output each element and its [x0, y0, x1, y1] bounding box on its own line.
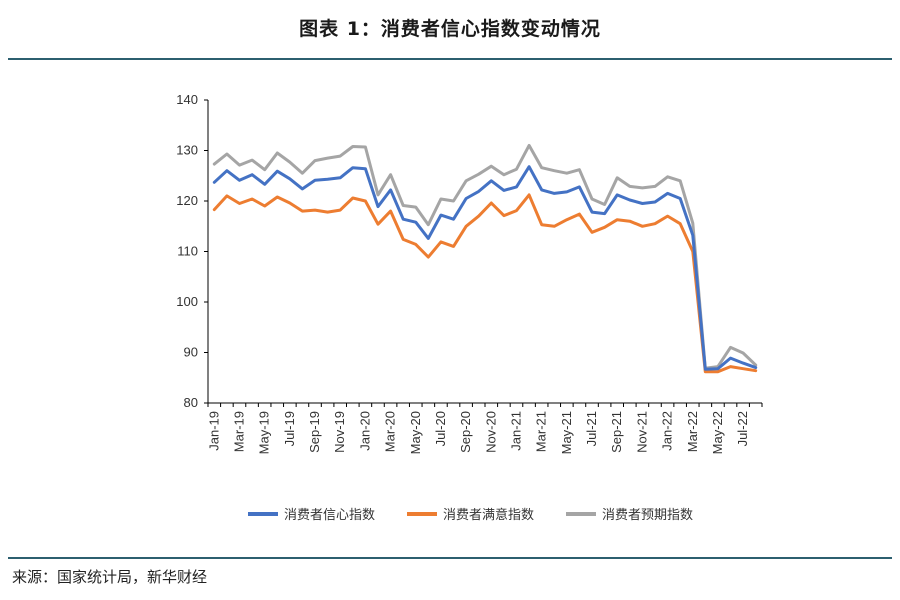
x-tick-label: Jan-19 — [206, 411, 221, 451]
legend-label-1: 消费者信心指数 — [284, 508, 375, 523]
x-tick-label: Sep-20 — [458, 411, 473, 453]
chart-axes — [207, 100, 762, 404]
x-tick-label: Jan-21 — [508, 411, 523, 451]
series-line-2 — [212, 193, 758, 374]
x-tick-label: Jul-22 — [735, 411, 750, 446]
y-tick-label: 140 — [176, 92, 198, 107]
x-tick-label: Jul-21 — [584, 411, 599, 446]
y-tick-label: 110 — [177, 244, 198, 259]
y-tick-label: 130 — [176, 143, 198, 158]
y-tick-label: 90 — [184, 345, 198, 360]
chart-ticks: 80 90 100 110 120 130 140 Jan-19 Mar-19 May-19 Jul… — [176, 92, 763, 454]
series-line-1 — [212, 165, 758, 371]
x-tick-label: Mar-19 — [231, 411, 246, 452]
x-tick-label: May-19 — [257, 411, 272, 454]
x-tick-label: Nov-21 — [634, 411, 649, 453]
x-tick-label: May-22 — [710, 411, 725, 454]
x-tick-label: Jan-20 — [357, 411, 372, 451]
x-tick-label: Mar-20 — [383, 411, 398, 452]
y-tick-label: 80 — [184, 395, 198, 410]
x-tick-label: Nov-19 — [332, 411, 347, 453]
x-tick-label: Sep-19 — [307, 411, 322, 453]
y-tick-label: 120 — [176, 193, 198, 208]
line-chart: 80 90 100 110 120 130 140 Jan-19 Mar-19 May-19 Jul… — [176, 92, 763, 523]
x-tick-label: Jul-19 — [282, 411, 297, 446]
x-tick-label: Jan-22 — [660, 411, 675, 451]
x-tick-label: May-20 — [408, 411, 423, 454]
chart-series — [212, 143, 758, 374]
x-tick-label: Mar-22 — [685, 411, 700, 452]
x-tick-label: Sep-21 — [609, 411, 624, 453]
y-tick-label: 100 — [176, 294, 198, 309]
legend-label-3: 消费者预期指数 — [602, 508, 693, 523]
source-note: 来源：国家统计局，新华财经 — [12, 568, 208, 586]
x-tick-label: Mar-21 — [534, 411, 549, 452]
x-tick-label: Nov-20 — [483, 411, 498, 453]
chart-legend: 消费者信心指数 消费者满意指数 消费者预期指数 — [248, 507, 693, 523]
top-divider — [8, 58, 892, 60]
x-tick-label: Jul-20 — [433, 411, 448, 446]
x-tick-label: May-21 — [559, 411, 574, 454]
series-line-3 — [212, 143, 758, 370]
bottom-divider — [8, 557, 892, 559]
chart-title: 图表 1：消费者信心指数变动情况 — [299, 18, 601, 40]
legend-label-2: 消费者满意指数 — [443, 507, 534, 523]
